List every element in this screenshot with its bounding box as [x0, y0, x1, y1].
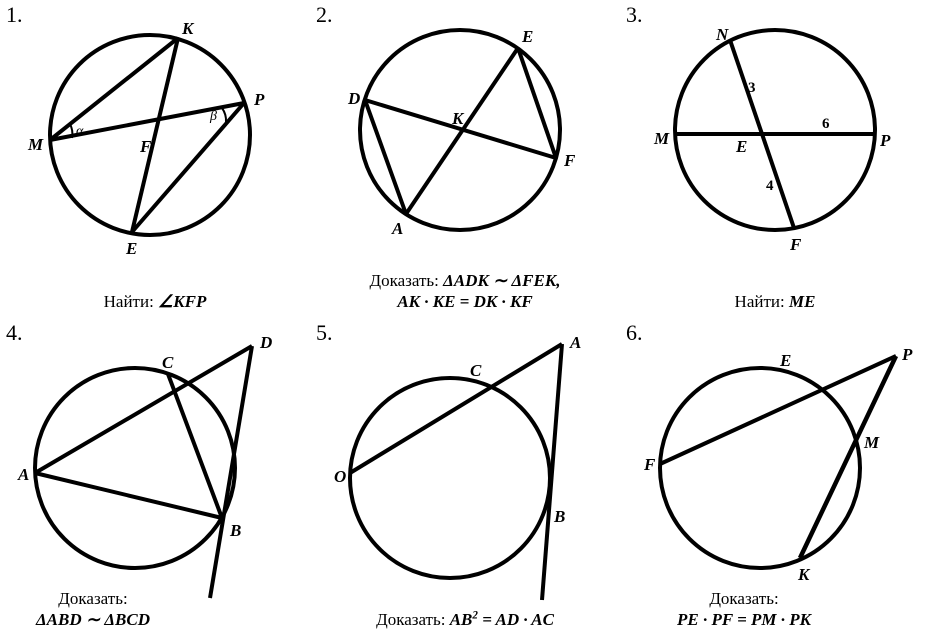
panel-1-figure: α β K P M E F	[0, 0, 310, 318]
caption-math: AB2 = AD · AC	[450, 610, 554, 629]
caption-kw: Доказать:	[709, 589, 778, 608]
circle	[350, 378, 550, 578]
pt-A: A	[569, 333, 581, 352]
panel-5: 5. O C A B Доказать: AB2 = AD · AC	[310, 318, 620, 636]
pt-B: B	[553, 507, 565, 526]
circle	[675, 30, 875, 230]
caption-3: Найти: ME	[735, 291, 816, 312]
chord-cb	[168, 374, 222, 518]
chord-ab	[35, 473, 222, 518]
pt-F: F	[789, 235, 802, 254]
caption-kw: Доказать:	[58, 589, 127, 608]
panel-3-figure: N M P F E 3 4 6	[620, 0, 930, 318]
pt-F: F	[139, 137, 152, 156]
pt-A: A	[17, 465, 29, 484]
caption-kw: Доказать:	[376, 610, 445, 629]
pt-C: C	[162, 353, 174, 372]
label-alpha: α	[76, 124, 84, 139]
circle	[660, 368, 860, 568]
caption-math-2: AK · KE = DK · KF	[397, 292, 532, 311]
pt-F: F	[563, 151, 576, 170]
seg-6: 6	[822, 116, 830, 132]
caption-math: ME	[789, 292, 815, 311]
caption-2: Доказать: ΔADK ∼ ΔFEK, AK · KE = DK · KF	[370, 270, 561, 313]
pt-F: F	[643, 455, 656, 474]
panel-6: 6. F E M K P Доказать: PE · PF = PM · PK	[620, 318, 930, 636]
caption-5: Доказать: AB2 = AD · AC	[376, 609, 554, 630]
pt-O: O	[334, 467, 346, 486]
panel-2: 2. E D F A K Доказать: ΔADK ∼ ΔFEK, AK ·…	[310, 0, 620, 318]
line-d-ext	[210, 346, 252, 598]
caption-math: PE · PF = PM · PK	[677, 610, 811, 629]
pt-P: P	[879, 131, 891, 150]
caption-kw: Найти:	[104, 292, 154, 311]
caption-kw: Найти:	[735, 292, 785, 311]
secant-ad	[35, 346, 252, 473]
pt-M: M	[863, 433, 880, 452]
caption-6: Доказать: PE · PF = PM · PK	[677, 588, 811, 631]
caption-math-1: ΔADK ∼ ΔFEK,	[443, 271, 560, 290]
panel-3: 3. N M P F E 3 4 6 Найти: ME	[620, 0, 930, 318]
worksheet-grid: 1. α β K P M E F Найти: ∠KFP 2.	[0, 0, 930, 636]
pt-M: M	[653, 129, 670, 148]
secant-fp	[660, 356, 896, 464]
caption-math: ∠KFP	[158, 292, 206, 311]
caption-kw: Доказать:	[370, 271, 439, 290]
secant-oa	[350, 344, 562, 473]
seg-3: 3	[748, 80, 756, 96]
pt-M: M	[27, 135, 44, 154]
chord-ae	[406, 48, 518, 214]
pt-P: P	[253, 90, 265, 109]
panel-4: 4. A C B D Доказать: ΔABD ∼ ΔBCD	[0, 318, 310, 636]
pt-K: K	[797, 565, 811, 584]
pt-D: D	[259, 333, 272, 352]
pt-K: K	[181, 19, 195, 38]
pt-P: P	[901, 345, 913, 364]
panel-5-figure: O C A B	[310, 318, 620, 636]
pt-N: N	[715, 25, 729, 44]
pt-E: E	[779, 351, 791, 370]
seg-4: 4	[766, 178, 774, 194]
pt-B: B	[229, 521, 241, 540]
pt-A: A	[391, 219, 403, 238]
pt-E: E	[735, 137, 747, 156]
panel-1: 1. α β K P M E F Найти: ∠KFP	[0, 0, 310, 318]
pt-E: E	[521, 27, 533, 46]
caption-1: Найти: ∠KFP	[104, 291, 207, 312]
caption-4: Доказать: ΔABD ∼ ΔBCD	[36, 588, 150, 631]
label-beta: β	[209, 109, 217, 124]
pt-C: C	[470, 361, 482, 380]
tangent-line	[542, 344, 562, 600]
caption-math: ΔABD ∼ ΔBCD	[36, 610, 150, 629]
angle-arc-beta	[222, 108, 226, 122]
pt-K: K	[451, 109, 465, 128]
pt-D: D	[347, 89, 360, 108]
pt-E: E	[125, 239, 137, 258]
